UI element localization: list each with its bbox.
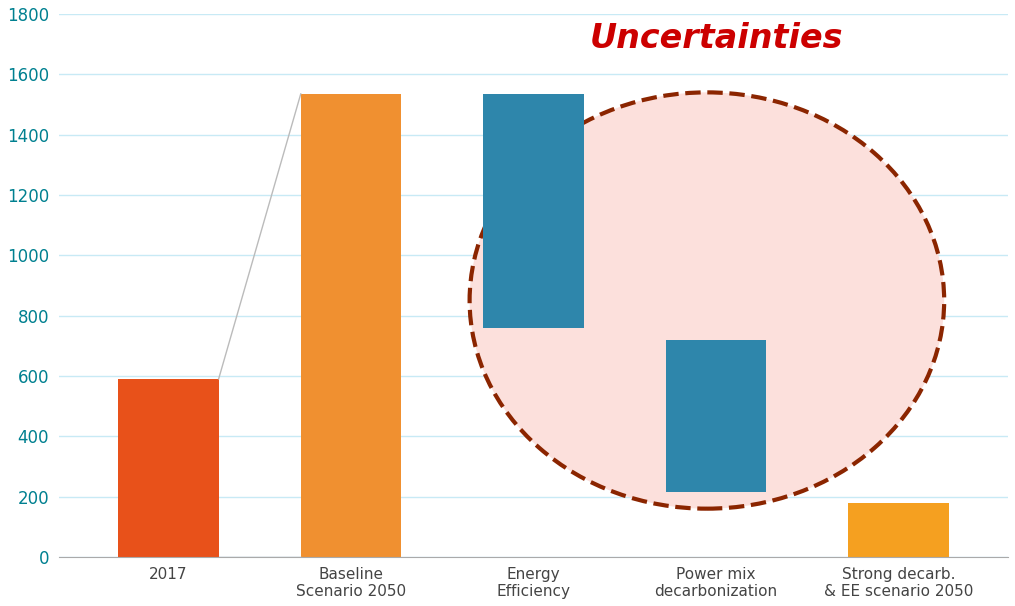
Text: Uncertainties: Uncertainties (590, 22, 842, 55)
Bar (849, 502, 949, 557)
Bar (300, 94, 401, 557)
Bar (118, 379, 218, 557)
Bar (666, 340, 766, 492)
Ellipse shape (470, 92, 944, 508)
Bar (483, 94, 584, 328)
